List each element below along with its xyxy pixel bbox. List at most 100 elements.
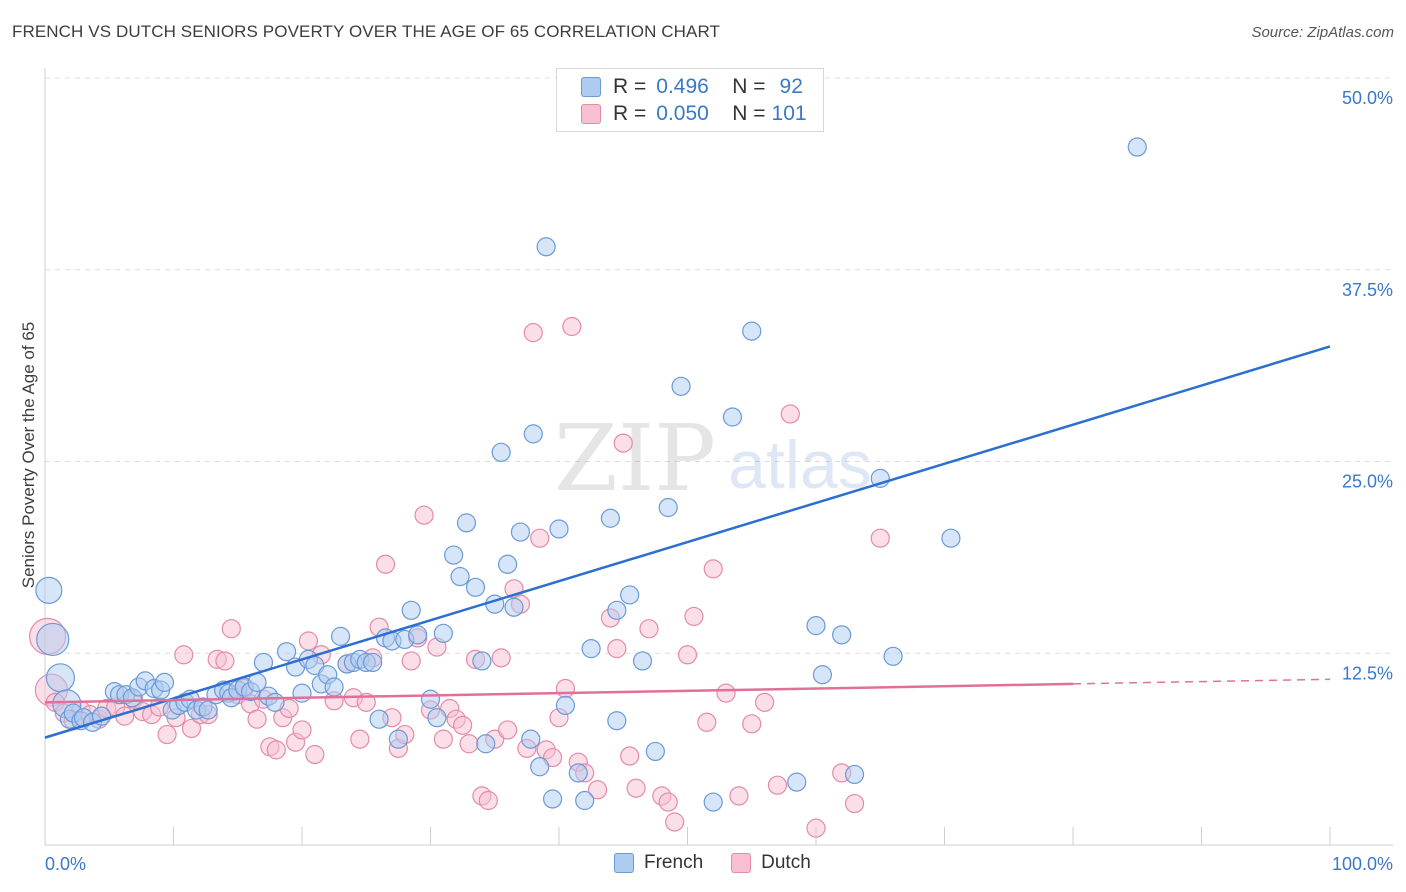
dutch-point [491, 648, 511, 668]
french-point [787, 772, 807, 792]
dutch-point [478, 790, 498, 811]
dutch-point [780, 404, 800, 424]
dutch-trend-line [44, 682, 1074, 704]
legend-dutch-r-value: 0.050 [656, 102, 709, 125]
french-point [36, 622, 70, 657]
french-point [444, 545, 464, 565]
bottom-legend-dutch: Dutch [731, 852, 811, 874]
dutch-point [729, 786, 749, 806]
french-point [472, 651, 492, 671]
x-tick-label: 100.0% [1332, 854, 1393, 874]
y-tick-label: 12.5% [1342, 663, 1393, 683]
french-point [941, 528, 961, 548]
french-point [883, 646, 903, 666]
dutch-point [498, 720, 518, 740]
french-point [568, 763, 588, 783]
french-point [465, 577, 486, 597]
french-point [549, 519, 569, 539]
legend-french-n-value: 92 [779, 75, 803, 98]
legend-row-dutch: R = 0.050 N = 101 [581, 102, 807, 126]
dutch-point [433, 729, 453, 749]
dutch-point [626, 778, 646, 798]
dutch-point [767, 775, 788, 795]
dutch-point [298, 631, 319, 651]
tick-labels: 12.5% 25.0% 37.5% 50.0% 0.0% 100.0% [45, 88, 1393, 874]
y-tick-label: 50.0% [1342, 88, 1393, 108]
dutch-point [174, 645, 194, 665]
dutch-trend-line-extension [1072, 678, 1331, 685]
dutch-point [703, 559, 723, 579]
french-point [450, 566, 470, 587]
dutch-point [453, 715, 473, 735]
french-point [832, 625, 852, 645]
watermark: ZIP atlas [554, 405, 872, 512]
dutch-point [754, 692, 775, 712]
french-point [1127, 137, 1147, 157]
french-point [476, 734, 496, 754]
dutch-point [716, 683, 736, 703]
bottom-legend: French Dutch [614, 852, 839, 874]
dutch-point [305, 744, 325, 765]
french-point [658, 497, 678, 518]
french-point [420, 689, 441, 709]
x-tick-label: 0.0% [45, 854, 86, 874]
french-point [324, 677, 344, 697]
french-point [607, 600, 627, 620]
dutch-point [221, 619, 241, 639]
french-point [581, 639, 601, 659]
french-point [369, 709, 389, 729]
french-point [722, 407, 743, 427]
french-point [742, 321, 762, 341]
dutch-point [215, 651, 235, 671]
french-point [498, 554, 518, 574]
legend-swatch-french [581, 77, 601, 97]
french-point [812, 665, 833, 685]
chart-title: FRENCH VS DUTCH SENIORS POVERTY OVER THE… [12, 22, 721, 41]
dutch-point [247, 709, 267, 729]
dutch-point [658, 792, 678, 812]
french-point [408, 625, 428, 645]
dutch-point [587, 780, 608, 800]
dutch-point [607, 639, 627, 659]
watermark-atlas: atlas [728, 427, 872, 503]
french-trend-line [44, 345, 1331, 739]
dutch-point [266, 740, 286, 760]
french-point [491, 442, 511, 462]
french-point [620, 585, 640, 605]
french-series [35, 137, 1147, 812]
french-point [433, 623, 453, 643]
dutch-point [613, 433, 633, 453]
legend-dutch-r-label: R = [613, 102, 647, 125]
french-point [542, 789, 563, 809]
legend-swatch-dutch [581, 104, 601, 124]
dutch-point [684, 606, 704, 627]
french-point [154, 672, 175, 692]
french-point [388, 729, 408, 749]
dutch-point [742, 714, 762, 734]
french-point [671, 376, 691, 396]
french-point [536, 237, 556, 257]
bottom-legend-swatch-french [614, 853, 634, 873]
french-point [521, 729, 541, 749]
dutch-point [697, 712, 717, 732]
trend-lines [44, 345, 1331, 739]
dutch-point [459, 734, 479, 754]
french-point [265, 692, 285, 712]
bottom-legend-dutch-label: Dutch [761, 852, 811, 873]
dutch-point [523, 323, 543, 343]
dutch-point [620, 746, 640, 766]
french-point [330, 626, 351, 646]
dutch-point [157, 724, 177, 745]
dutch-point [639, 619, 659, 639]
legend-dutch-n-value: 101 [771, 102, 807, 125]
dutch-point [375, 554, 396, 574]
french-point [504, 597, 524, 617]
legend-french-n-label: N = [732, 75, 766, 98]
axes [44, 68, 1393, 846]
french-point [703, 792, 723, 812]
french-point [45, 663, 76, 693]
source-label: Source: ZipAtlas.com [1251, 24, 1394, 41]
bottom-legend-swatch-dutch [731, 853, 752, 873]
y-tick-label: 25.0% [1342, 472, 1393, 492]
dutch-point [530, 528, 550, 548]
